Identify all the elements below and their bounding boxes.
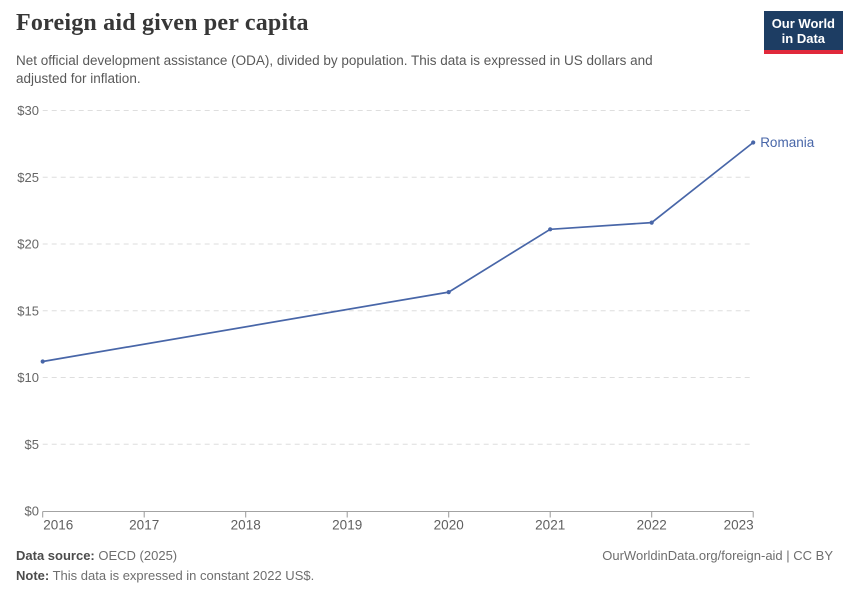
- x-axis-tick-label: 2018: [231, 518, 261, 533]
- chart-subtitle: Net official development assistance (ODA…: [16, 52, 653, 88]
- x-axis-tick-label: 2023: [724, 518, 754, 533]
- x-axis-tick-label: 2016: [43, 518, 73, 533]
- x-axis-tick-label: 2017: [129, 518, 159, 533]
- owid-logo[interactable]: Our World in Data: [763, 11, 843, 54]
- x-axis-tick-label: 2019: [332, 518, 362, 533]
- y-axis-tick-label: $5: [25, 437, 39, 452]
- x-axis-tick-label: 2022: [637, 518, 667, 533]
- y-axis-tick-label: $15: [17, 303, 39, 318]
- owid-attribution-link[interactable]: OurWorldinData.org/foreign-aid | CC BY: [602, 548, 833, 563]
- note-line: Note: This data is expressed in constant…: [16, 566, 314, 586]
- chart-footer: Data source: OECD (2025) Note: This data…: [16, 546, 314, 586]
- owid-logo-text-line1: Our World: [771, 16, 835, 31]
- data-source-value: OECD (2025): [98, 548, 178, 563]
- data-point-marker[interactable]: [40, 359, 45, 364]
- series-line-romania[interactable]: [42, 141, 754, 363]
- y-axis-tick-label: $10: [17, 370, 39, 385]
- data-source-label: Data source:: [16, 548, 95, 563]
- y-axis-tick-label: $20: [17, 237, 39, 252]
- data-source-line: Data source: OECD (2025): [16, 546, 314, 566]
- y-axis-tick-label: $30: [17, 103, 39, 118]
- owid-logo-text-line2: in Data: [781, 31, 826, 46]
- note-label: Note:: [16, 568, 50, 583]
- y-axis-tick-label: $25: [17, 170, 39, 185]
- chart-subtitle-line1: Net official development assistance (ODA…: [16, 53, 653, 68]
- x-axis-tick-label: 2020: [434, 518, 464, 533]
- data-point-marker[interactable]: [649, 220, 654, 225]
- data-point-marker[interactable]: [446, 290, 451, 295]
- data-point-marker[interactable]: [548, 227, 553, 232]
- page-title: Foreign aid given per capita: [16, 10, 309, 36]
- note-value: This data is expressed in constant 2022 …: [52, 568, 315, 583]
- y-axis-tick-label: $0: [25, 504, 39, 519]
- data-point-marker[interactable]: [751, 140, 756, 145]
- series-end-label[interactable]: Romania: [760, 135, 815, 150]
- chart-subtitle-line2: adjusted for inflation.: [16, 71, 141, 86]
- x-axis-tick-label: 2021: [535, 518, 565, 533]
